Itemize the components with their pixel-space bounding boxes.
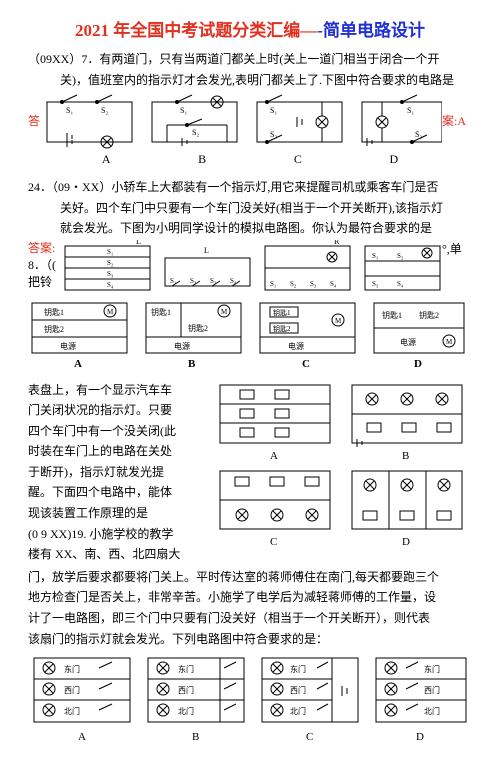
svg-text:D: D xyxy=(414,358,422,370)
svg-text:西门: 西门 xyxy=(178,685,194,695)
svg-text:A: A xyxy=(74,358,82,370)
q8b: °,单 xyxy=(442,240,468,259)
svg-text:西门: 西门 xyxy=(290,685,306,695)
q24-l2: 关好。四个车门中只要有一个车门没关好(相当于一个开关断开),该指示灯 xyxy=(28,199,472,218)
svg-text:M: M xyxy=(107,308,114,316)
svg-text:S₂: S₂ xyxy=(397,252,404,260)
q24-l1: 24．（09・XX）小轿车上大都装有一个指示灯,用它来提醒司机或乘客车门是否 xyxy=(28,178,472,197)
svg-text:北门: 北门 xyxy=(178,706,194,716)
svg-text:S₁: S₁ xyxy=(407,106,414,115)
q19-l5: 计了一电路图，即三个门中只要有门没关好（相当于一个开关断开），则代表 xyxy=(28,609,472,628)
svg-text:L: L xyxy=(136,240,141,246)
svg-text:北门: 北门 xyxy=(290,706,306,716)
svg-text:东门: 东门 xyxy=(178,664,194,674)
svg-text:东门: 东门 xyxy=(64,664,80,674)
svg-text:A: A xyxy=(270,450,278,462)
svg-text:C: C xyxy=(306,731,313,743)
svg-text:西门: 西门 xyxy=(64,685,80,695)
svg-text:钥匙1: 钥匙1 xyxy=(273,308,291,317)
svg-text:S₃: S₃ xyxy=(310,280,317,288)
answer2: 答案: xyxy=(28,240,62,257)
gate-circuits: 东门西门北门 A 东门西门北门 B xyxy=(28,654,472,749)
svg-text:D: D xyxy=(416,731,424,743)
label-A: A xyxy=(102,150,111,169)
svg-text:电源: 电源 xyxy=(174,341,190,351)
svg-text:A: A xyxy=(78,731,86,743)
svg-text:B: B xyxy=(188,358,196,370)
svg-text:L: L xyxy=(204,246,209,255)
svg-text:S₂: S₂ xyxy=(290,280,297,288)
svg-text:S₂: S₂ xyxy=(270,130,277,139)
svg-text:S₁: S₁ xyxy=(270,106,277,115)
svg-text:S₄: S₄ xyxy=(330,280,337,288)
svg-text:M: M xyxy=(221,308,228,316)
svg-text:S₁: S₁ xyxy=(66,106,73,115)
svg-text:西门: 西门 xyxy=(424,685,440,695)
q24-l3: 就会发光。下图为小明同学设计的模拟电路图。你认为最符合要求的是 xyxy=(28,219,472,238)
svg-text:S₂: S₂ xyxy=(101,106,108,115)
svg-text:东门: 东门 xyxy=(424,664,440,674)
svg-text:电源: 电源 xyxy=(400,337,416,347)
svg-text:C: C xyxy=(302,358,310,370)
svg-text:S₂: S₂ xyxy=(192,128,199,137)
svg-text:S₁: S₁ xyxy=(270,280,276,288)
svg-text:S₂: S₂ xyxy=(415,130,422,139)
svg-text:钥匙2: 钥匙2 xyxy=(188,323,208,333)
svg-text:钥匙1: 钥匙1 xyxy=(151,307,171,317)
q19-l4: 地方检查门是否关上，非常辛苦。小施学了电学后为减轻蒋师傅的工作量，设 xyxy=(28,588,472,607)
svg-text:S₂: S₂ xyxy=(107,259,114,267)
svg-text:电源: 电源 xyxy=(288,341,304,351)
q19-l3: 门，放学后要求都要将门关上。平时传达室的蒋师傅住在南门,每天都要跑三个 xyxy=(28,568,472,587)
svg-text:B: B xyxy=(192,731,199,743)
four-door-circuits: A B xyxy=(212,379,472,549)
svg-text:电源: 电源 xyxy=(60,341,76,351)
page-title: 2021 年全国中考试题分类汇编—-简单电路设计 xyxy=(28,18,472,44)
q8c: 把铃 xyxy=(28,274,62,291)
q8a: 8．（( xyxy=(28,257,62,274)
label-D: D xyxy=(390,150,399,169)
svg-text:S₁: S₁ xyxy=(107,248,113,256)
svg-text:M: M xyxy=(446,338,453,346)
svg-text:钥匙2: 钥匙2 xyxy=(273,324,291,333)
svg-text:S₄: S₄ xyxy=(107,281,114,289)
svg-text:R: R xyxy=(334,240,340,246)
answer-left: 答 xyxy=(28,112,42,131)
svg-text:S₃: S₃ xyxy=(372,280,379,288)
svg-text:钥匙1: 钥匙1 xyxy=(44,307,64,317)
svg-text:钥匙2: 钥匙2 xyxy=(44,324,64,334)
svg-text:北门: 北门 xyxy=(424,706,440,716)
svg-text:钥匙2: 钥匙2 xyxy=(419,310,439,320)
q19-l6: 该扇门的指示灯就会发光。下列电路图中符合要求的是： xyxy=(28,630,472,649)
key-diagrams: 钥匙1 钥匙2 电源 M A 钥匙1 钥匙2 电源 M B 钥匙1 钥匙2 电源 xyxy=(28,299,472,371)
svg-text:钥匙1: 钥匙1 xyxy=(382,310,402,320)
label-B: B xyxy=(198,150,206,169)
svg-text:B: B xyxy=(402,450,409,462)
label-C: C xyxy=(294,150,302,169)
svg-text:S₁: S₁ xyxy=(180,106,187,115)
svg-text:C: C xyxy=(270,536,277,548)
title-red: 2021 年全国中考试题分类汇编— xyxy=(75,21,317,40)
q24-diagrams: S₁ S₂ S₃ S₄ L L S₁ S₂ S₃ S₄ xyxy=(62,240,442,295)
svg-text:D: D xyxy=(402,536,410,548)
title-blue: -简单电路设计 xyxy=(317,21,425,40)
svg-text:东门: 东门 xyxy=(290,664,306,674)
q7-line2: 关)，值班室内的指示灯才会发光,表明门都关上了.下图中符合要求的电路是 xyxy=(28,71,472,90)
svg-text:S₁: S₁ xyxy=(372,252,378,260)
svg-text:S₄: S₄ xyxy=(397,280,404,288)
answer-right: 案:A xyxy=(442,112,472,131)
q7-diagrams: S₁ S₂ S₁ S₂ xyxy=(42,92,442,152)
svg-text:S₃: S₃ xyxy=(107,270,114,278)
svg-text:北门: 北门 xyxy=(64,706,80,716)
svg-text:M: M xyxy=(335,317,342,325)
q7-line1: （09XX）7．有两道门，只有当两道门都关上时(关上一道门相当于闭合一个开 xyxy=(28,50,472,69)
